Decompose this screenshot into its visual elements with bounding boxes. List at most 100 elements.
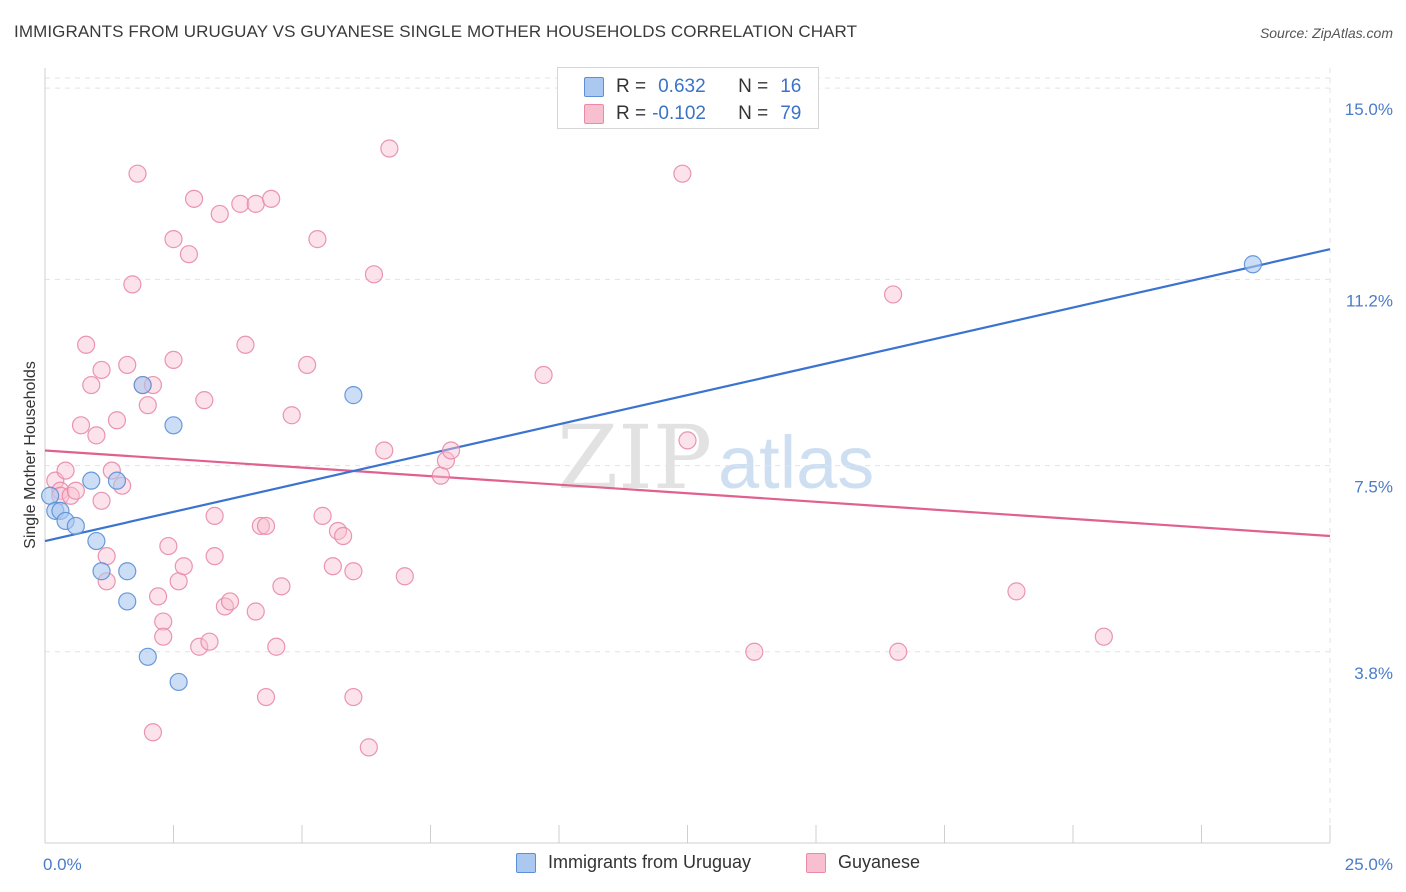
chart-title: IMMIGRANTS FROM URUGUAY VS GUYANESE SING… [14,22,858,41]
point-guyanese [375,441,394,460]
trend-line-uruguay [44,248,1331,543]
tick-labels: 3.8% 7.5% 11.2% 15.0% 0.0% 25.0% [43,100,1393,874]
point-guyanese [883,285,903,304]
point-guyanese [246,194,265,213]
point-uruguay [138,647,157,666]
legend-r-value: -0.102 [652,103,706,124]
legend-swatch-guyanese [806,852,826,873]
point-uruguay [1243,255,1263,274]
legend-r-value: 0.632 [658,76,706,97]
point-guyanese [236,335,255,354]
point-guyanese [184,189,204,208]
point-guyanese [267,637,286,656]
point-guyanese [313,506,332,525]
legend-n-value: 79 [780,103,802,124]
point-guyanese [61,486,80,505]
point-guyanese [359,738,378,757]
point-guyanese [441,441,461,460]
legend-swatch-uruguay [516,852,536,873]
point-guyanese [205,547,224,566]
point-guyanese [128,164,147,183]
point-guyanese [889,642,908,661]
point-guyanese [298,355,317,375]
point-guyanese [395,567,414,586]
point-guyanese [71,416,91,435]
legend-r-label: R = [616,103,647,124]
bottom-legend-guyanese: Guyanese [806,852,920,873]
x-tick-label: 25.0% [1345,855,1393,874]
watermark-zip: ZIP [557,406,712,509]
point-guyanese [87,426,106,445]
point-guyanese [673,164,692,183]
point-guyanese [154,627,173,646]
point-guyanese [164,350,183,369]
point-guyanese [92,360,111,380]
point-guyanese [82,375,101,395]
point-guyanese [210,204,229,224]
x-tick-label: 0.0% [43,855,82,874]
point-guyanese [159,536,178,556]
point-guyanese [256,516,276,536]
point-uruguay [133,375,152,395]
legend-swatch-guyanese [584,104,604,124]
trend-lines [44,248,1331,543]
point-guyanese [308,230,327,249]
point-guyanese [200,632,219,651]
point-guyanese [745,642,764,661]
point-guyanese [328,521,348,541]
y-tick-label: 7.5% [1354,478,1393,497]
legend-r-label: R = [616,76,647,97]
source-credit: Source: ZipAtlas.com [1259,25,1393,41]
point-guyanese [169,572,188,591]
point-uruguay [66,516,85,536]
point-uruguay [107,471,127,490]
point-guyanese [364,265,384,284]
point-guyanese [282,406,301,425]
point-uruguay [164,416,183,435]
legend-n-label: N = [738,103,769,124]
point-guyanese [138,396,157,415]
point-uruguay [41,486,60,505]
point-uruguay [92,562,111,581]
point-guyanese [220,592,240,611]
legend-row-guyanese: R = -0.102 N = 79 [584,102,801,126]
point-guyanese [66,481,85,500]
watermark-atlas: atlas [718,421,874,504]
point-guyanese [272,577,291,596]
y-tick-label: 15.0% [1345,100,1393,119]
point-guyanese [334,526,353,546]
bottom-legend-uruguay: Immigrants from Uruguay [516,852,751,873]
point-guyanese [1094,627,1113,646]
point-guyanese [256,687,276,707]
point-guyanese [344,562,363,581]
point-guyanese [436,451,456,470]
axes [44,68,1331,844]
y-axis-label: Single Mother Households [22,361,39,549]
point-guyanese [164,230,183,249]
point-guyanese [77,335,96,354]
point-uruguay [82,471,101,490]
point-uruguay [118,562,137,581]
point-uruguay [87,531,106,551]
point-guyanese [231,194,250,213]
point-guyanese [154,612,173,631]
point-guyanese [92,491,111,510]
point-guyanese [534,365,553,385]
point-guyanese [678,431,697,450]
data-points [41,139,1263,757]
legend-label-guyanese: Guyanese [838,852,921,872]
point-guyanese [118,355,137,375]
point-uruguay [118,592,137,611]
point-guyanese [215,597,234,616]
point-guyanese [97,547,116,566]
point-guyanese [251,516,270,536]
y-tick-label: 3.8% [1354,664,1393,683]
point-guyanese [190,637,209,656]
stats-legend: R = 0.632 N = 16 R = -0.102 N = 79 [557,67,819,129]
point-guyanese [179,245,199,264]
point-guyanese [107,411,127,430]
point-guyanese [246,602,265,621]
point-uruguay [169,672,188,692]
point-guyanese [262,189,281,208]
